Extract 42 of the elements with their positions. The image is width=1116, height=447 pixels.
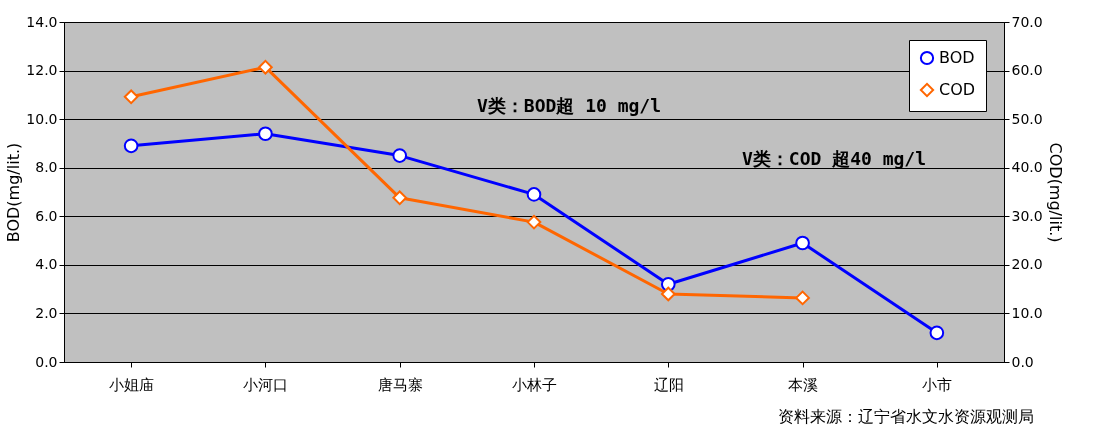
y2-tick-label: 30.0 — [1011, 207, 1043, 224]
x-tick-label: 小姐庙 — [109, 375, 155, 394]
text: 资料来源：辽宁省水文水资源观测局 — [778, 407, 1034, 426]
y2-tick-label: 40.0 — [1011, 159, 1043, 176]
point — [929, 325, 945, 341]
y-tick-label: 6.0 — [35, 207, 58, 224]
point — [392, 190, 408, 206]
x-tick-label: 辽阳 — [653, 375, 684, 394]
y2-tick-label: 70.0 — [1011, 13, 1043, 30]
legend-label: BOD — [939, 48, 975, 67]
annotation: V类：COD 超40 mg/l — [741, 148, 927, 169]
x-tick-label: 小河口 — [243, 375, 289, 394]
y2-tick-label: 60.0 — [1011, 62, 1043, 79]
point — [660, 286, 676, 302]
y2-tick-label: 10.0 — [1011, 304, 1043, 321]
y-tick-label: 10.0 — [26, 110, 58, 127]
point — [123, 138, 139, 154]
point — [123, 89, 139, 105]
y-tick-label: 12.0 — [26, 62, 58, 79]
y-tick-label: 4.0 — [35, 256, 58, 273]
y2-tick-label: 50.0 — [1011, 110, 1043, 127]
point — [526, 187, 542, 202]
y-tick-label: 0.0 — [35, 353, 58, 370]
point — [795, 235, 810, 251]
point — [258, 126, 273, 142]
y-tick-label: 2.0 — [35, 304, 58, 321]
x-tick-label: 小林子 — [512, 375, 557, 394]
x-tick-label: 本溪 — [788, 375, 819, 394]
point — [392, 148, 408, 163]
y2-tick-label: 20.0 — [1011, 256, 1043, 273]
x-tick-label: 唐马寨 — [377, 375, 423, 394]
y2-axis-title: COD(mg/lit.) — [1045, 142, 1065, 243]
annotation: V类：BOD超 10 mg/l — [476, 95, 662, 116]
point — [258, 59, 273, 75]
x-tick-label: 小市 — [922, 375, 953, 394]
point — [526, 214, 542, 230]
point — [795, 290, 810, 306]
y-tick-label: 14.0 — [26, 13, 58, 30]
y-tick-label: 8.0 — [35, 159, 58, 176]
legend-label: COD — [939, 80, 976, 99]
y-axis-title: BOD(mg/lit.) — [4, 142, 24, 243]
y2-tick-label: 0.0 — [1011, 353, 1034, 370]
